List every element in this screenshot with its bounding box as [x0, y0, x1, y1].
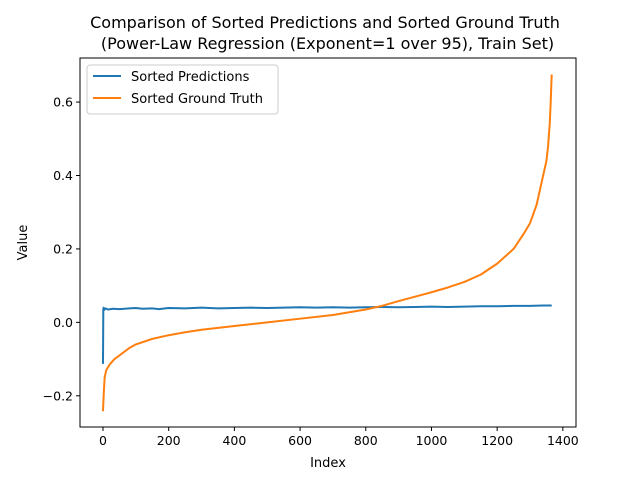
y-tick-label: 0.2 — [53, 241, 73, 256]
legend-label-predictions: Sorted Predictions — [131, 70, 250, 85]
plot-frame — [79, 57, 577, 428]
legend-label-ground-truth: Sorted Ground Truth — [131, 92, 263, 107]
y-ticks: −0.2 0.0 0.2 0.4 0.6 — [43, 95, 80, 403]
x-tick-label: 400 — [222, 433, 246, 448]
x-tick-label: 600 — [288, 433, 312, 448]
y-axis-label: Value — [16, 225, 31, 261]
x-axis-label: Index — [310, 456, 346, 471]
x-tick-label: 800 — [354, 433, 378, 448]
x-tick-label: 1400 — [547, 433, 579, 448]
x-tick-label: 1200 — [481, 433, 513, 448]
series-line-1 — [101, 74, 553, 412]
legend: Sorted Predictions Sorted Ground Truth — [86, 64, 279, 115]
series-layer — [101, 74, 553, 412]
x-tick-label: 1000 — [416, 433, 448, 448]
chart-title: Comparison of Sorted Predictions and Sor… — [90, 13, 560, 32]
legend-box — [86, 64, 279, 115]
y-tick-label: 0.0 — [53, 315, 73, 330]
y-tick-label: −0.2 — [43, 388, 73, 403]
chart-subtitle: (Power-Law Regression (Exponent=1 over 9… — [96, 34, 554, 53]
x-tick-label: 0 — [99, 433, 107, 448]
x-ticks: 0 200 400 600 800 1000 1200 1400 — [99, 427, 579, 448]
x-tick-label: 200 — [157, 433, 181, 448]
y-tick-label: 0.4 — [53, 168, 73, 183]
series-line-0 — [101, 304, 552, 364]
y-tick-label: 0.6 — [53, 95, 73, 110]
